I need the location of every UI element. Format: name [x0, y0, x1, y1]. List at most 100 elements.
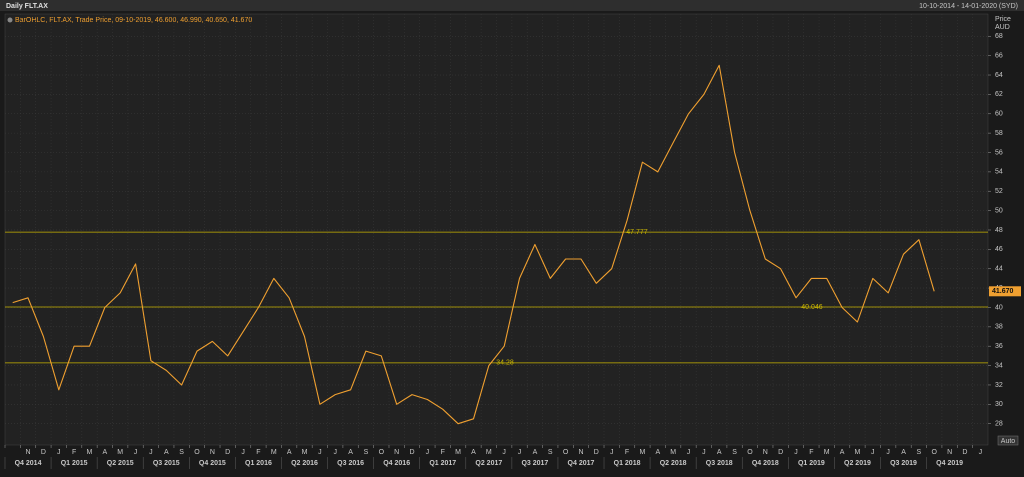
y-tick-label: 36: [995, 343, 1003, 350]
x-tick-label: O: [379, 449, 385, 456]
x-tick-label: J: [794, 449, 798, 456]
y-tick-label: 32: [995, 382, 1003, 389]
x-tick-label: J: [702, 449, 706, 456]
x-tick-label: A: [533, 449, 538, 456]
x-tick-label: M: [486, 449, 492, 456]
x-tick-label: S: [179, 449, 184, 456]
quarter-label: Q1 2017: [429, 460, 456, 467]
quarter-label: Q1 2015: [61, 460, 88, 467]
x-tick-label: J: [318, 449, 322, 456]
x-tick-label: A: [717, 449, 722, 456]
y-tick-label: 38: [995, 324, 1003, 331]
x-tick-label: F: [256, 449, 260, 456]
legend-icon: [7, 17, 13, 23]
y-tick-label: 34: [995, 362, 1003, 369]
quarter-label: Q4 2019: [936, 460, 963, 467]
quarter-label: Q2 2019: [844, 460, 871, 467]
y-tick-label: 50: [995, 207, 1003, 214]
quarter-label: Q3 2017: [521, 460, 548, 467]
y-axis-label: Price: [995, 16, 1011, 23]
x-tick-label: J: [518, 449, 522, 456]
x-tick-label: M: [117, 449, 123, 456]
x-tick-label: J: [979, 449, 983, 456]
y-tick-label: 52: [995, 188, 1003, 195]
x-tick-label: J: [333, 449, 337, 456]
quarter-label: Q4 2014: [15, 460, 42, 467]
quarter-label: Q3 2019: [890, 460, 917, 467]
x-tick-label: S: [364, 449, 369, 456]
x-tick-label: M: [271, 449, 277, 456]
x-tick-label: A: [348, 449, 353, 456]
x-tick-label: J: [886, 449, 890, 456]
quarter-label: Q2 2018: [660, 460, 687, 467]
y-tick-label: 68: [995, 33, 1003, 40]
x-tick-label: D: [225, 449, 230, 456]
x-tick-label: N: [947, 449, 952, 456]
x-tick-label: M: [87, 449, 93, 456]
x-tick-label: A: [840, 449, 845, 456]
y-tick-label: 64: [995, 72, 1003, 79]
x-tick-label: O: [563, 449, 569, 456]
y-tick-label: 40: [995, 304, 1003, 311]
x-tick-label: D: [409, 449, 414, 456]
quarter-label: Q2 2017: [475, 460, 502, 467]
quarter-label: Q1 2019: [798, 460, 825, 467]
y-tick-label: 46: [995, 246, 1003, 253]
y-tick-label: 60: [995, 111, 1003, 118]
x-tick-label: J: [57, 449, 61, 456]
quarter-label: Q2 2015: [107, 460, 134, 467]
x-tick-label: D: [778, 449, 783, 456]
last-price-tag: [989, 286, 1021, 297]
x-tick-label: J: [871, 449, 875, 456]
x-tick-label: O: [932, 449, 938, 456]
x-tick-label: F: [72, 449, 76, 456]
x-tick-label: N: [26, 449, 31, 456]
x-tick-label: M: [670, 449, 676, 456]
auto-button[interactable]: [997, 435, 1019, 446]
x-tick-label: N: [763, 449, 768, 456]
x-tick-label: J: [241, 449, 245, 456]
x-tick-label: M: [302, 449, 308, 456]
quarter-label: Q4 2017: [568, 460, 595, 467]
level-label: 47.777: [626, 229, 648, 236]
x-tick-label: A: [287, 449, 292, 456]
quarter-label: Q2 2016: [291, 460, 318, 467]
y-tick-label: 44: [995, 266, 1003, 273]
quarter-label: Q3 2018: [706, 460, 733, 467]
x-tick-label: J: [149, 449, 153, 456]
x-tick-label: S: [917, 449, 922, 456]
x-tick-label: D: [594, 449, 599, 456]
x-tick-label: O: [194, 449, 200, 456]
chart-title: Daily FLT.AX: [6, 3, 48, 10]
x-tick-label: M: [455, 449, 461, 456]
x-tick-label: M: [824, 449, 830, 456]
x-tick-label: O: [747, 449, 753, 456]
x-tick-label: M: [639, 449, 645, 456]
x-tick-label: F: [441, 449, 445, 456]
auto-button-label[interactable]: Auto: [1001, 438, 1016, 445]
x-tick-label: F: [625, 449, 629, 456]
y-tick-label: 30: [995, 401, 1003, 408]
x-tick-label: M: [855, 449, 861, 456]
quarter-label: Q1 2018: [614, 460, 641, 467]
y-axis-unit: AUD: [995, 24, 1010, 31]
x-tick-label: N: [210, 449, 215, 456]
x-tick-label: J: [502, 449, 506, 456]
y-tick-label: 66: [995, 52, 1003, 59]
level-label: 40.046: [801, 304, 823, 311]
x-tick-label: A: [901, 449, 906, 456]
x-tick-label: A: [471, 449, 476, 456]
x-tick-label: A: [164, 449, 169, 456]
quarter-label: Q4 2016: [383, 460, 410, 467]
x-tick-label: J: [134, 449, 138, 456]
x-tick-label: S: [732, 449, 737, 456]
x-tick-label: D: [962, 449, 967, 456]
y-tick-label: 58: [995, 130, 1003, 137]
x-tick-label: N: [578, 449, 583, 456]
x-tick-label: J: [426, 449, 430, 456]
x-tick-label: J: [687, 449, 691, 456]
quarter-label: Q3 2016: [337, 460, 364, 467]
x-tick-label: A: [103, 449, 108, 456]
